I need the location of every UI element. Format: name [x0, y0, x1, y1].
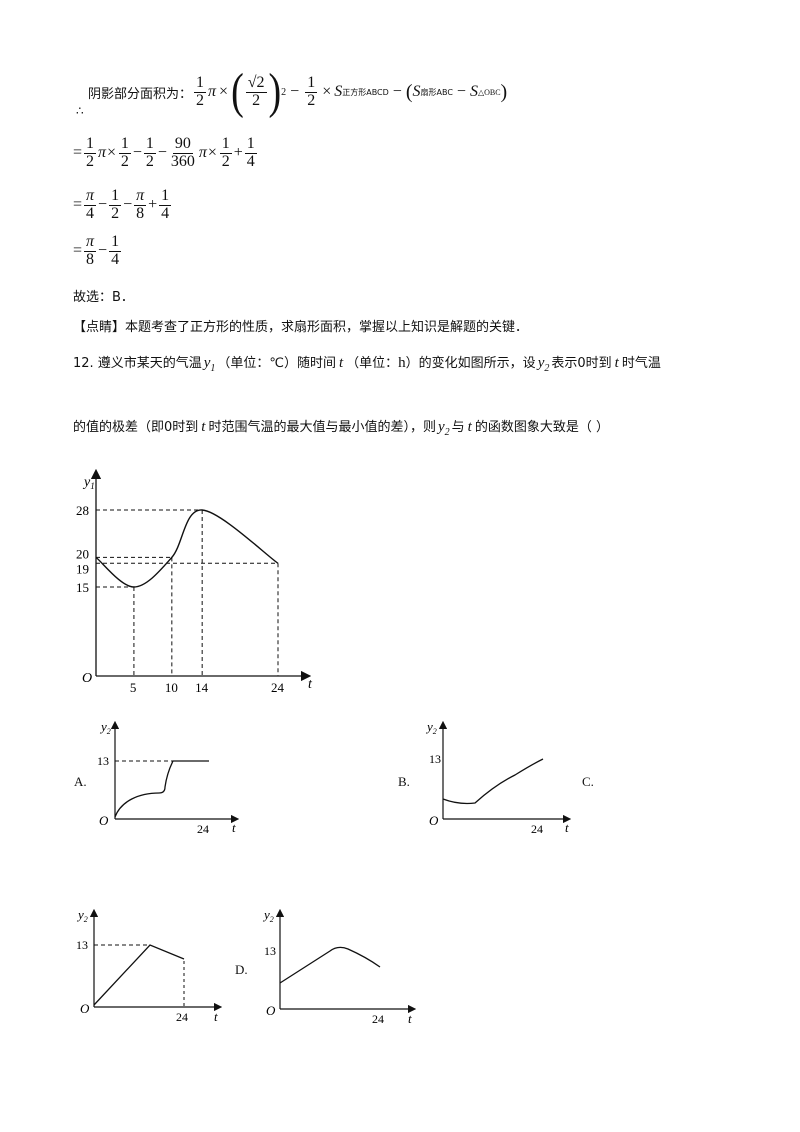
paren-fraction: ( √2 2 ) 2 [231, 64, 287, 120]
question-line-1: 12. 遵义市某天的气温 y1 （单位：℃）随时间 t （单位： h ）的变化如… [73, 355, 661, 374]
svg-text:t: t [408, 1011, 412, 1026]
svg-text:O: O [429, 813, 439, 828]
origin-label: O [82, 671, 92, 686]
svg-text:y2: y2 [425, 719, 437, 736]
therefore-symbol: ∴ [76, 104, 84, 118]
x-tick-14: 14 [195, 680, 209, 695]
y-tick-19: 19 [76, 561, 89, 576]
svg-text:24: 24 [197, 822, 209, 836]
comment-line: 【点睛】本题考查了正方形的性质，求扇形面积，掌握以上知识是解题的关键． [73, 320, 529, 335]
option-a-label[interactable]: A. [74, 774, 87, 789]
option-b-graph[interactable]: y2 t O 13 24 [425, 715, 585, 840]
x-tick-24: 24 [271, 680, 285, 695]
svg-text:y2: y2 [99, 719, 111, 736]
svg-text:O: O [80, 1001, 90, 1016]
option-b-label[interactable]: B. [398, 774, 410, 789]
option-c-graph[interactable]: y2 t O 13 24 [72, 905, 232, 1030]
question-line-2: 的值的极差（即0时到 t 时范围气温的最大值与最小值的差），则 y2 与 t 的… [73, 419, 609, 438]
solution-intro: 阴影部分面积为： [88, 86, 193, 102]
x-axis-label: t [308, 677, 313, 692]
svg-text:y2: y2 [262, 907, 274, 924]
svg-text:O: O [99, 813, 109, 828]
svg-text:t: t [232, 820, 236, 835]
svg-text:24: 24 [531, 822, 543, 836]
svg-text:t: t [565, 820, 569, 835]
x-tick-5: 5 [130, 680, 137, 695]
svg-text:y2: y2 [76, 907, 88, 924]
x-tick-10: 10 [165, 680, 178, 695]
option-d-label[interactable]: D. [235, 962, 248, 977]
option-d-curve [279, 946, 381, 984]
option-a-graph[interactable]: y2 t O 13 24 [95, 715, 255, 840]
svg-text:13: 13 [429, 752, 441, 766]
y-tick-20: 20 [76, 546, 89, 561]
svg-text:t: t [214, 1009, 218, 1024]
svg-text:24: 24 [176, 1010, 188, 1024]
svg-text:O: O [266, 1003, 276, 1018]
y-tick-15: 15 [76, 580, 89, 595]
y-axis-label: y1 [82, 475, 95, 491]
y-tick-28: 28 [76, 503, 89, 518]
option-a-curve [114, 760, 209, 818]
option-c-label[interactable]: C. [582, 774, 594, 789]
answer-line: 故选：B． [73, 290, 134, 305]
temperature-curve [95, 509, 279, 588]
svg-text:13: 13 [264, 944, 276, 958]
svg-text:13: 13 [97, 754, 109, 768]
svg-text:13: 13 [76, 938, 88, 952]
svg-text:24: 24 [372, 1012, 384, 1026]
option-b-curve [442, 758, 544, 805]
option-c-curve [93, 944, 185, 1006]
option-d-graph[interactable]: y2 t O 13 24 [262, 905, 422, 1030]
